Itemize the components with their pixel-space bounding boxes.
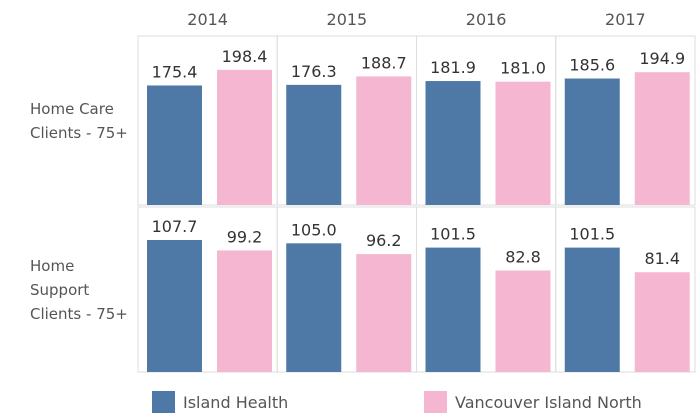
value-label: 101.5 — [569, 225, 615, 244]
bar — [356, 76, 412, 205]
value-label: 181.9 — [430, 58, 476, 77]
column-header: 2015 — [327, 10, 368, 29]
bar — [425, 247, 481, 372]
row-label: Home Support Clients - 75+ — [30, 256, 128, 323]
legend-swatch — [152, 391, 175, 413]
bar — [425, 81, 481, 205]
value-label: 99.2 — [227, 227, 263, 246]
panel-border — [555, 206, 696, 373]
value-label: 175.4 — [152, 62, 198, 81]
bar — [495, 81, 551, 205]
bar — [286, 243, 342, 372]
bar — [217, 69, 272, 205]
legend-swatch — [424, 391, 447, 413]
value-label: 101.5 — [430, 225, 476, 244]
value-label: 96.2 — [366, 231, 402, 250]
value-label: 185.6 — [569, 56, 615, 75]
column-header: 2014 — [187, 10, 228, 29]
legend-label: Vancouver Island North — [455, 393, 642, 412]
bar — [495, 270, 551, 372]
value-label: 105.0 — [291, 220, 337, 239]
bar — [634, 72, 690, 205]
column-header: 2016 — [466, 10, 507, 29]
value-label: 176.3 — [291, 62, 337, 81]
bar — [564, 247, 620, 372]
value-label: 194.9 — [639, 49, 685, 68]
legend-label: Island Health — [183, 393, 288, 412]
value-label: 81.4 — [644, 249, 680, 268]
bar — [634, 272, 690, 372]
value-label: 181.0 — [500, 59, 546, 78]
bar — [286, 84, 342, 205]
value-label: 198.4 — [222, 47, 268, 66]
panel-border — [555, 35, 696, 206]
bar — [147, 240, 202, 372]
column-header: 2017 — [605, 10, 646, 29]
bar — [217, 250, 272, 372]
value-label: 107.7 — [152, 217, 198, 236]
bar — [356, 254, 412, 372]
value-label: 82.8 — [505, 248, 541, 267]
bar — [564, 78, 620, 205]
bar — [147, 85, 202, 205]
value-label: 188.7 — [361, 53, 407, 72]
row-label: Home Care Clients - 75+ — [30, 99, 128, 142]
